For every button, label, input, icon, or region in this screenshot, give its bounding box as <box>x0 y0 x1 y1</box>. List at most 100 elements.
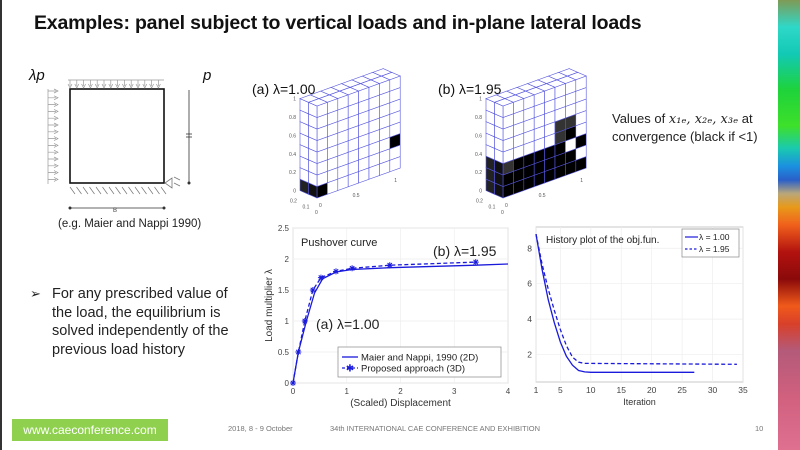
ground-hatch <box>95 186 102 195</box>
series-line <box>292 261 476 384</box>
footer-conference: 34th INTERNATIONAL CAE CONFERENCE AND EX… <box>330 424 541 433</box>
vertical-load-arrow <box>122 80 127 89</box>
vertical-load-arrow <box>135 80 141 89</box>
vertical-load-arrow <box>74 80 80 89</box>
lateral-load-arrow <box>48 149 59 155</box>
page-number: 10 <box>755 424 764 433</box>
values-note-suffix: at <box>738 111 753 126</box>
y-tick-label: 6 <box>527 279 532 289</box>
legend-star-icon: ✱ <box>346 364 354 375</box>
lateral-load-arrow <box>48 177 59 182</box>
annotation-a: (a) λ=1.00 <box>316 316 380 332</box>
x-tick-label: 15 <box>617 385 627 395</box>
data-point-star <box>301 318 308 324</box>
grid-vertical-tick: 0 <box>293 189 296 195</box>
vertical-load-arrow <box>94 80 100 89</box>
annotation-b: (b) λ=1.95 <box>433 243 497 259</box>
grid-vertical-tick: 1 <box>293 97 296 103</box>
vertical-load-label: p <box>203 67 212 84</box>
roller-support-icon <box>164 176 181 189</box>
grid-vertical-tick: 0 <box>479 189 482 195</box>
convergence-grids: 10.80.60.40.200.510.20.10010.80.60.40.20… <box>289 68 588 216</box>
x-tick-label: 30 <box>708 385 718 395</box>
width-label: B <box>113 208 117 214</box>
y-tick-label: 0.5 <box>278 348 290 357</box>
vertical-load-arrow <box>115 80 120 89</box>
grid-depth-tick: 0 <box>315 210 318 216</box>
grid-vertical-tick: 1 <box>479 97 482 103</box>
y-tick-label: 8 <box>527 243 532 253</box>
ground-hatch <box>76 186 82 195</box>
grid-vertical-tick: 0.6 <box>289 133 296 139</box>
panel-square <box>69 88 165 184</box>
data-point-star <box>290 380 296 386</box>
data-point-star <box>309 287 316 293</box>
footer-date: 2018, 8 - 9 October <box>228 424 293 433</box>
y-tick-label: 1.5 <box>278 286 290 295</box>
lateral-load-arrow <box>48 122 59 128</box>
values-note: Values of x₁ₑ, x₂ₑ, x₃ₑ at convergence (… <box>612 110 758 145</box>
ground-hatch <box>141 186 147 195</box>
grid-depth-tick: 0.1 <box>303 204 310 210</box>
pushover-chart: 0 1 2 3 4 0 0.5 1 1.5 2 2.5 (Scaled) Displacement Lo… <box>264 224 511 409</box>
grid-depth-tick: 0 <box>501 210 504 216</box>
grid-depth-tick: 0.2 <box>476 199 483 205</box>
panel-diagram: B <box>47 79 192 214</box>
y-axis-label: Load multiplier λ <box>264 269 275 342</box>
grid-vertical-tick: 0.4 <box>289 152 296 158</box>
lateral-load-arrow <box>48 115 59 121</box>
ground-hatch <box>121 186 128 195</box>
top-cell <box>557 68 579 77</box>
grid-b-label: (b) λ=1.95 <box>438 81 502 97</box>
lateral-load-arrow <box>48 88 59 94</box>
ground-hatch <box>147 186 154 195</box>
slide-left-border <box>0 0 2 450</box>
decorative-color-strip <box>778 0 800 450</box>
grid-horizontal-tick: 0.5 <box>353 193 360 199</box>
bullet-text: For any prescribed value of the load, th… <box>52 286 229 358</box>
vertical-load-arrow <box>88 80 93 89</box>
vertical-load-arrow <box>149 80 154 89</box>
ground-hatch <box>108 186 115 195</box>
y-tick-label: 4 <box>527 314 532 324</box>
y-tick-label: 2 <box>285 255 290 264</box>
ground-hatch <box>89 186 95 195</box>
grid-vertical-tick: 0.2 <box>289 170 296 176</box>
x-tick-label: 25 <box>677 385 687 395</box>
lateral-load-arrow <box>48 129 59 135</box>
ground-hatch <box>102 186 108 195</box>
vertical-load-arrow <box>101 80 107 89</box>
grid-horizontal-tick: 1 <box>394 178 397 184</box>
x-axis-label: Iteration <box>623 397 656 407</box>
x-tick-label: 2 <box>398 387 403 396</box>
grid-vertical-tick: 0.8 <box>475 115 482 121</box>
series-line <box>535 233 695 373</box>
grid-vertical-tick: 0.2 <box>475 170 482 176</box>
x-axis-label: (Scaled) Displacement <box>350 398 451 409</box>
x-tick-label: 1 <box>534 385 539 395</box>
y-tick-label: 2.5 <box>278 224 290 233</box>
vertical-load-arrow <box>81 80 86 89</box>
grid-horizontal-tick: 0.5 <box>539 193 546 199</box>
values-note-prefix: Values of <box>612 111 669 126</box>
y-tick-label: 2 <box>527 350 532 360</box>
y-tick-label: 1 <box>285 317 290 326</box>
grid-origin-tick: 0 <box>505 203 508 209</box>
x-tick-label: 3 <box>452 387 457 396</box>
grid-origin-tick: 0 <box>319 203 322 209</box>
ground-hatch <box>115 186 121 195</box>
grid-horizontal-tick: 1 <box>580 178 583 184</box>
vertical-load-arrow <box>67 80 73 89</box>
legend-entry: Maier and Nappi, 1990 (2D) <box>361 353 478 364</box>
x-tick-label: 1 <box>345 387 350 396</box>
data-point-star <box>349 265 356 272</box>
lateral-load-arrow <box>48 170 59 175</box>
x-tick-label: 5 <box>558 385 563 395</box>
vertical-load-arrow <box>142 80 148 89</box>
dimension-dot <box>187 181 191 185</box>
chart-title: History plot of the obj.fun. <box>546 235 659 246</box>
website-link[interactable]: www.caeconference.com <box>12 419 168 441</box>
dimension-dot <box>162 206 166 210</box>
ground-hatch <box>128 186 134 195</box>
